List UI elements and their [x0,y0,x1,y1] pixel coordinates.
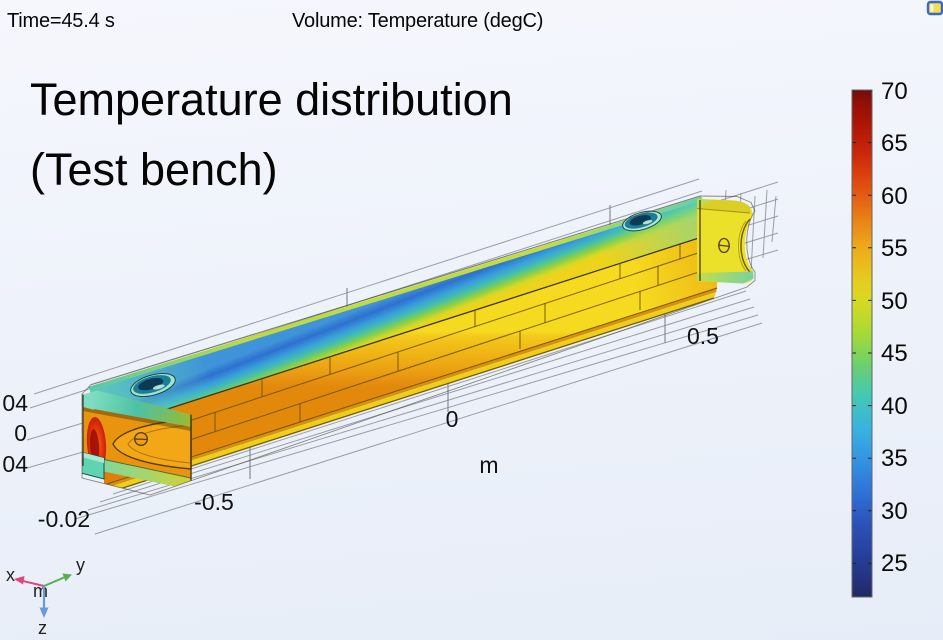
z-axis-arrow-icon [39,586,49,618]
cb-40: 40 [881,393,908,420]
cb-55: 55 [881,235,908,262]
beam-3d-model[interactable] [80,196,754,495]
beam-near-end-face [82,390,192,490]
x-tick-0: 0 [446,406,459,432]
header: Time=45.4 s Volume: Temperature (degC) [7,10,543,32]
plot-window-icon[interactable] [926,0,943,16]
x-offset-label: -0.02 [38,506,90,532]
x-axis-arrow-icon [14,576,45,587]
cb-60: 60 [881,183,908,210]
cb-30: 30 [881,498,908,525]
axis-tick-marks [249,205,666,479]
cb-50: 50 [881,288,908,315]
cb-65: 65 [881,130,908,157]
x-axis-unit: m [479,452,498,478]
y-axis-label: y [76,555,85,575]
top-hole-far [622,210,662,232]
colorbar-gradient [851,89,873,598]
cb-25: 25 [881,550,908,577]
x-tick-05: 0.5 [687,323,719,349]
beam-far-end-face [696,199,754,284]
z-tick-top: 04 [2,390,28,416]
x-axis-label: x [6,565,15,585]
title-line-2: (Test bench) [30,144,278,195]
y-axis-arrow-icon [43,573,72,587]
colorbar: 70 65 60 55 50 45 40 35 30 25 [851,78,908,598]
x-tick-neg05: -0.5 [194,489,234,515]
beam-outline [81,195,756,496]
cb-35: 35 [881,445,908,472]
axis-labels: -0.5 0 0.5 m 04 0 04 -0.02 [2,323,719,532]
coordinate-triad: m x y z [6,555,85,638]
extrusion-panel-lines [119,244,718,464]
end-face-screw-far [717,237,731,254]
time-label: Time=45.4 s [7,10,115,32]
colorbar-ticks [852,90,872,564]
end-face-screw-near [133,432,149,447]
cb-45: 45 [881,340,908,367]
top-hole-near [130,372,176,398]
plot-title: Temperature distribution (Test bench) [30,74,513,195]
z-tick-bottom: 04 [2,451,28,477]
z-axis-label: z [38,618,47,638]
title-line-1: Temperature distribution [30,74,513,125]
plot-type-label: Volume: Temperature (degC) [292,10,543,32]
colorbar-labels: 70 65 60 55 50 45 40 35 30 25 [881,78,908,577]
z-tick-mid: 0 [14,420,27,446]
cb-70: 70 [881,78,908,105]
